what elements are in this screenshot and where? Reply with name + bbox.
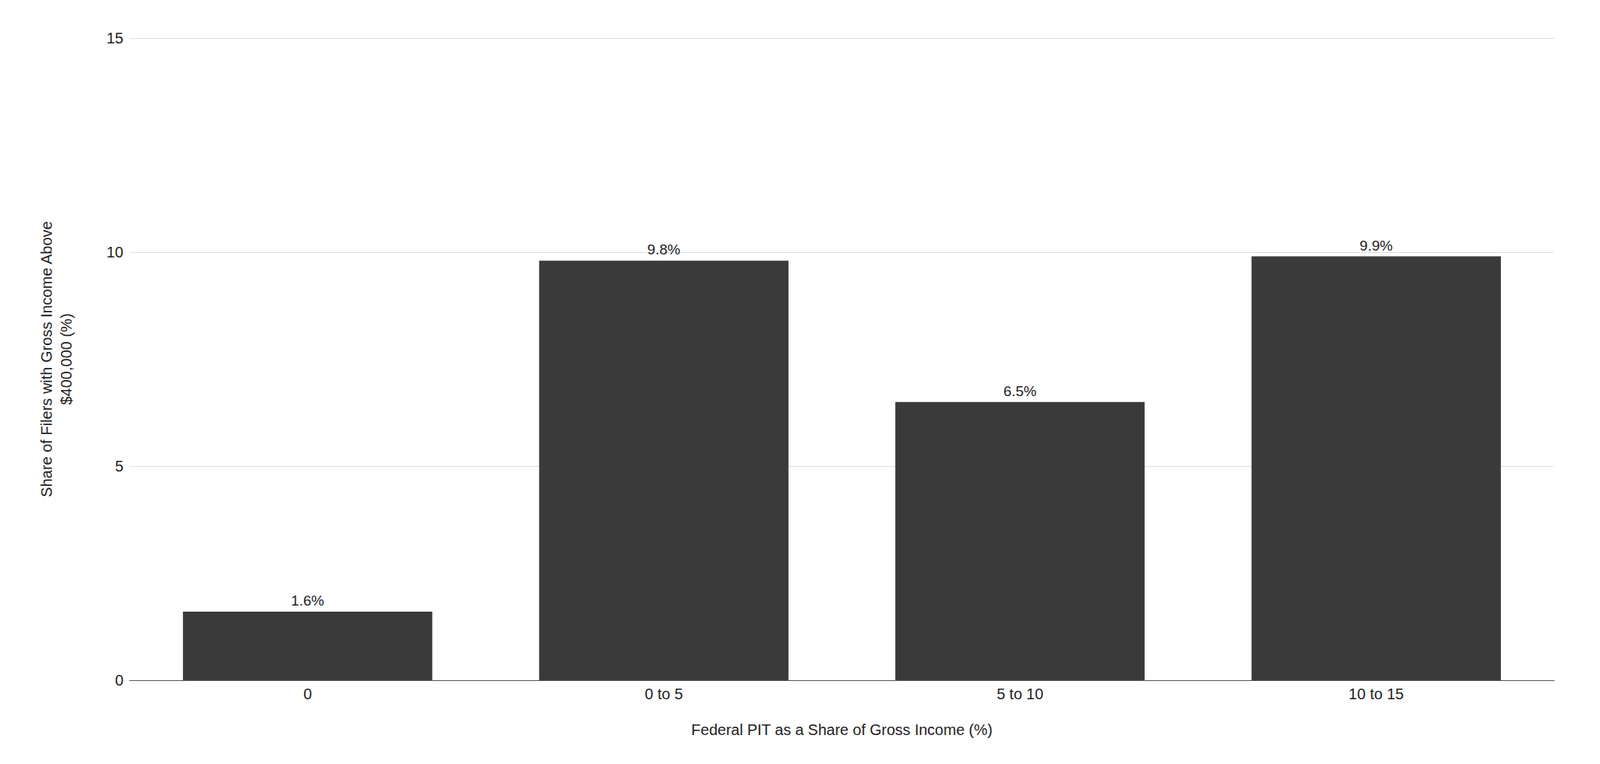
svg-text:10: 10 xyxy=(106,243,124,261)
svg-text:9.8%: 9.8% xyxy=(647,241,681,258)
svg-text:$400,000 (%): $400,000 (%) xyxy=(57,313,75,405)
svg-text:5: 5 xyxy=(115,457,124,475)
svg-text:15: 15 xyxy=(106,29,124,47)
svg-text:Share of Filers with Gross Inc: Share of Filers with Gross Income Above xyxy=(38,220,55,497)
svg-text:5 to 10: 5 to 10 xyxy=(996,685,1044,703)
svg-text:Federal PIT as a Share of Gros: Federal PIT as a Share of Gross Income (… xyxy=(691,721,992,739)
svg-text:10 to 15: 10 to 15 xyxy=(1348,685,1404,703)
svg-text:6.5%: 6.5% xyxy=(1003,383,1037,400)
svg-text:1.6%: 1.6% xyxy=(291,592,324,609)
svg-text:0: 0 xyxy=(303,685,312,703)
svg-text:9.9%: 9.9% xyxy=(1360,237,1393,254)
svg-text:0: 0 xyxy=(115,672,124,689)
svg-text:0 to 5: 0 to 5 xyxy=(644,685,683,703)
